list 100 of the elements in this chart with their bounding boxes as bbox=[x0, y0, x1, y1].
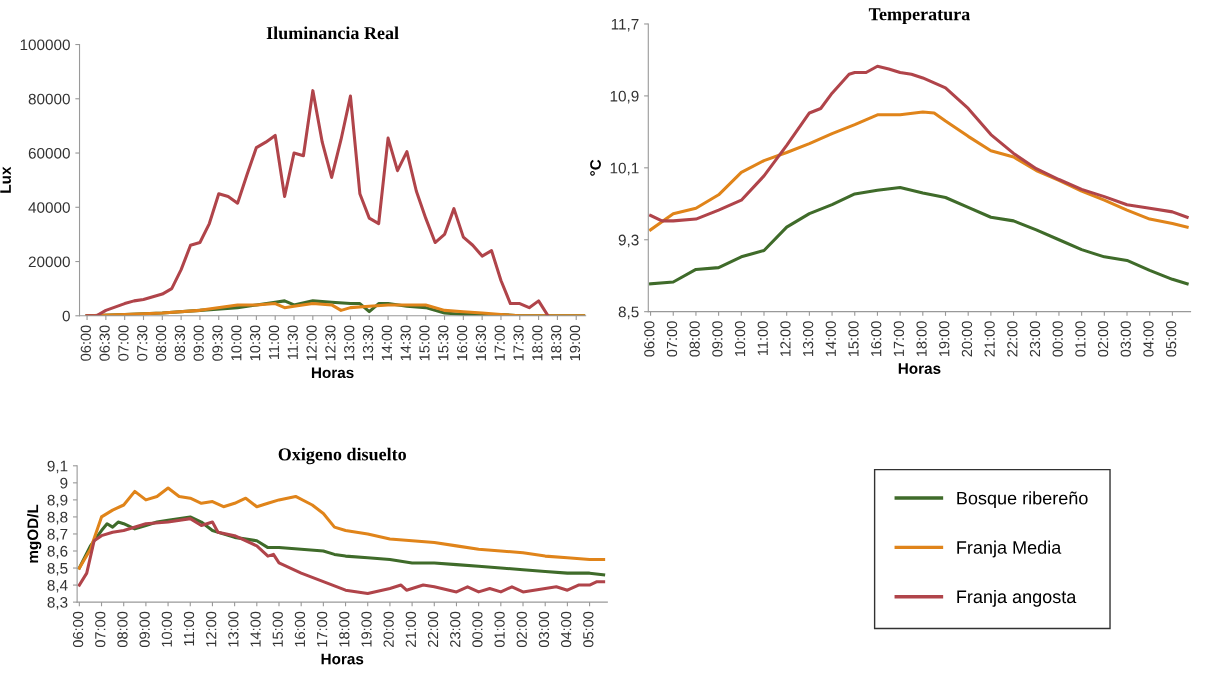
y-tick-label: 10,1 bbox=[610, 162, 639, 176]
x-axis-title: Horas bbox=[321, 653, 364, 665]
y-tick-label: 10,9 bbox=[610, 90, 639, 104]
x-tick-label: 04:00 bbox=[1143, 321, 1154, 357]
x-tick-label: 13:00 bbox=[344, 325, 355, 361]
x-tick-label: 18:00 bbox=[532, 325, 543, 361]
y-tick-label: 100000 bbox=[20, 39, 70, 51]
x-tick-label: 11:00 bbox=[757, 321, 768, 356]
x-tick-label: 07:00 bbox=[118, 325, 129, 361]
x-tick-label: 06:30 bbox=[99, 325, 110, 361]
x-axis-title: Horas bbox=[311, 367, 354, 379]
x-tick-label: 05:00 bbox=[583, 611, 594, 648]
x-tick-label: 15:00 bbox=[272, 611, 283, 647]
x-tick-label: 19:00 bbox=[361, 611, 372, 647]
y-tick-label: 60000 bbox=[28, 147, 70, 159]
x-tick-label: 21:00 bbox=[405, 611, 417, 647]
line-series bbox=[77, 486, 606, 570]
y-tick-label: 8,5 bbox=[618, 306, 639, 320]
x-tick-label: 12:30 bbox=[325, 325, 336, 361]
x-tick-label: 22:00 bbox=[427, 611, 439, 647]
x-tick-label: 09:30 bbox=[212, 325, 223, 361]
y-tick-label: 40000 bbox=[28, 202, 70, 213]
x-tick-label: 05:00 bbox=[1165, 321, 1177, 357]
x-tick-label: 17:00 bbox=[893, 321, 905, 357]
x-tick-label: 09:00 bbox=[712, 321, 723, 357]
y-axis-title: °C bbox=[590, 159, 601, 176]
x-tick-label: 18:00 bbox=[916, 321, 927, 357]
y-tick-label: 9,1 bbox=[47, 460, 68, 474]
x-tick-label: 12:00 bbox=[306, 325, 317, 361]
x-tick-label: 02:00 bbox=[1097, 321, 1109, 357]
x-tick-label: 03:00 bbox=[538, 611, 550, 648]
line-series bbox=[649, 186, 1189, 286]
x-tick-label: 21:00 bbox=[984, 321, 995, 357]
legend-label: Bosque ribereño bbox=[957, 491, 1088, 509]
x-tick-label: 11:00 bbox=[183, 611, 195, 646]
x-tick-label: 19:00 bbox=[939, 321, 950, 357]
x-tick-label: 13:00 bbox=[802, 321, 814, 357]
x-tick-label: 10:00 bbox=[161, 611, 172, 647]
x-tick-label: 01:00 bbox=[494, 611, 505, 648]
x-tick-label: 22:00 bbox=[1007, 321, 1018, 357]
x-tick-label: 11:00 bbox=[268, 325, 280, 360]
y-axis-title: Lux bbox=[0, 166, 11, 193]
y-tick-label: 9 bbox=[60, 477, 68, 489]
x-tick-label: 20:00 bbox=[383, 611, 394, 647]
chart-title: Iluminancia Real bbox=[266, 26, 399, 40]
x-tick-label: 16:00 bbox=[294, 611, 306, 647]
x-tick-label: 14:30 bbox=[400, 325, 411, 361]
y-tick-label: 8,5 bbox=[47, 562, 68, 576]
y-tick-label: 8,9 bbox=[47, 494, 68, 508]
x-tick-label: 10:00 bbox=[734, 321, 746, 357]
x-tick-label: 07:00 bbox=[666, 321, 678, 357]
y-tick-label: 9,3 bbox=[618, 234, 639, 248]
x-tick-label: 00:00 bbox=[1052, 321, 1063, 357]
x-tick-label: 08:00 bbox=[155, 325, 167, 361]
x-tick-label: 16:00 bbox=[456, 325, 468, 361]
chart-title: Temperatura bbox=[868, 8, 970, 24]
x-tick-label: 10:30 bbox=[249, 325, 261, 361]
legend-label: Franja Media bbox=[957, 540, 1062, 558]
y-tick-label: 20000 bbox=[28, 256, 70, 268]
x-tick-label: 18:30 bbox=[551, 325, 562, 361]
y-tick-label: 0 bbox=[62, 310, 70, 322]
x-tick-label: 23:00 bbox=[450, 611, 461, 647]
x-tick-label: 14:00 bbox=[381, 325, 392, 361]
x-tick-label: 08:30 bbox=[174, 325, 186, 361]
x-tick-label: 15:00 bbox=[419, 325, 430, 361]
x-tick-label: 20:00 bbox=[961, 321, 973, 357]
x-tick-label: 10:00 bbox=[231, 325, 242, 361]
x-tick-label: 08:00 bbox=[117, 611, 128, 648]
x-tick-label: 06:00 bbox=[80, 325, 91, 361]
x-tick-label: 13:30 bbox=[362, 325, 374, 361]
x-tick-label: 17:00 bbox=[494, 325, 505, 361]
line-series bbox=[85, 89, 550, 316]
y-tick-label: 8,8 bbox=[47, 511, 68, 525]
x-tick-label: 14:00 bbox=[825, 321, 836, 357]
x-tick-label: 12:00 bbox=[780, 321, 791, 357]
x-tick-label: 14:00 bbox=[250, 611, 261, 647]
x-tick-label: 17:00 bbox=[316, 611, 328, 647]
y-tick-label: 80000 bbox=[28, 93, 70, 105]
x-tick-label: 15:00 bbox=[848, 321, 859, 357]
chart-title: Oxigeno disuelto bbox=[278, 447, 406, 465]
x-tick-label: 02:00 bbox=[516, 611, 527, 648]
line-series bbox=[649, 110, 1189, 232]
x-tick-label: 11:30 bbox=[287, 325, 298, 360]
y-tick-label: 8,3 bbox=[47, 596, 68, 610]
y-tick-label: 8,6 bbox=[47, 545, 68, 559]
line-series bbox=[649, 64, 1189, 223]
x-tick-label: 07:30 bbox=[137, 325, 148, 361]
x-axis-title: Horas bbox=[898, 363, 941, 374]
x-tick-label: 23:00 bbox=[1029, 321, 1041, 357]
x-tick-label: 09:00 bbox=[193, 325, 204, 361]
x-tick-label: 17:30 bbox=[513, 325, 524, 361]
x-tick-label: 16:00 bbox=[871, 321, 882, 357]
line-series bbox=[77, 517, 606, 596]
y-tick-label: 8,4 bbox=[47, 579, 68, 593]
x-tick-label: 07:00 bbox=[95, 611, 106, 648]
x-tick-label: 13:00 bbox=[228, 611, 239, 647]
x-tick-label: 04:00 bbox=[560, 611, 572, 648]
x-tick-label: 06:00 bbox=[72, 611, 84, 648]
y-tick-label: 8,7 bbox=[47, 528, 68, 542]
y-tick-label: 11,7 bbox=[611, 19, 639, 32]
